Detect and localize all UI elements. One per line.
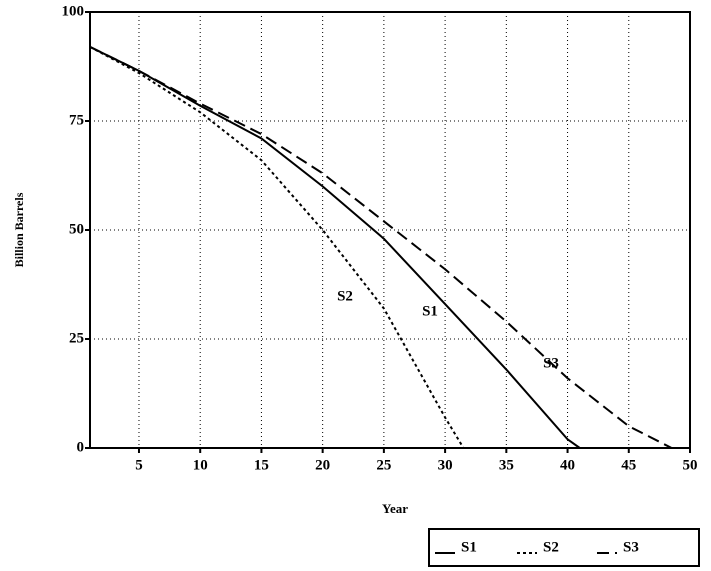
x-tick-label: 5 — [135, 457, 143, 473]
series-annotation: S3 — [543, 355, 559, 371]
line-series — [90, 47, 580, 448]
x-axis-label: Year — [382, 501, 408, 516]
x-tick-label: 25 — [376, 457, 391, 473]
series-annotation: S2 — [337, 288, 353, 304]
y-tick-label: 50 — [69, 221, 84, 237]
legend-label: S2 — [543, 539, 559, 555]
chart: Year Billion Barrels 0 25 50 75 100 5 10 15 20 25… — [0, 0, 711, 571]
y-tick-label: 75 — [69, 112, 84, 128]
y-tick-label: 25 — [69, 330, 84, 346]
x-tick-label: 30 — [438, 457, 453, 473]
y-tick-label: 0 — [77, 439, 85, 455]
x-tick-label: 50 — [683, 457, 698, 473]
y-tick-label: 100 — [62, 3, 85, 19]
x-tick-label: 20 — [315, 457, 330, 473]
x-tick-label: 35 — [499, 457, 514, 473]
line-series — [90, 47, 672, 448]
x-tick-label: 40 — [560, 457, 575, 473]
series-annotation: S1 — [422, 303, 438, 319]
x-tick-label: 15 — [254, 457, 269, 473]
line-series — [90, 47, 463, 448]
x-tick-label: 10 — [193, 457, 208, 473]
y-axis-label: Billion Barrels — [12, 192, 26, 267]
legend-label: S3 — [623, 539, 639, 555]
legend-label: S1 — [461, 539, 477, 555]
x-tick-label: 45 — [621, 457, 636, 473]
